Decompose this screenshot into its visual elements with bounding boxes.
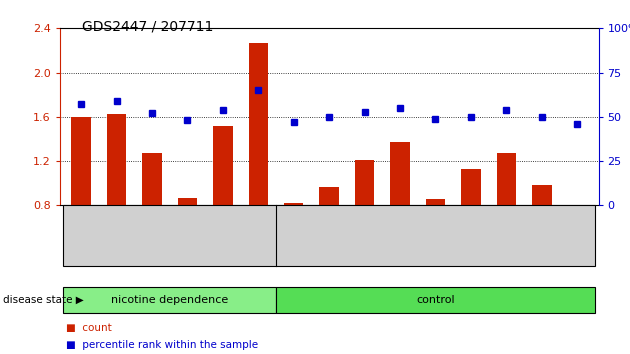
- Bar: [426, 199, 445, 205]
- Bar: [107, 114, 126, 205]
- Bar: [284, 203, 304, 205]
- Bar: [461, 169, 481, 205]
- Bar: [213, 126, 232, 205]
- Bar: [319, 187, 339, 205]
- Bar: [496, 153, 516, 205]
- Text: ■  percentile rank within the sample: ■ percentile rank within the sample: [66, 341, 258, 350]
- Bar: [391, 142, 410, 205]
- Text: GDS2447 / 207711: GDS2447 / 207711: [82, 19, 214, 34]
- Bar: [71, 117, 91, 205]
- Text: nicotine dependence: nicotine dependence: [111, 295, 228, 305]
- Bar: [355, 160, 374, 205]
- Bar: [178, 198, 197, 205]
- Bar: [532, 185, 551, 205]
- Text: disease state ▶: disease state ▶: [3, 295, 84, 305]
- Text: control: control: [416, 295, 455, 305]
- Text: ■  count: ■ count: [66, 323, 112, 333]
- Bar: [142, 153, 162, 205]
- Bar: [249, 43, 268, 205]
